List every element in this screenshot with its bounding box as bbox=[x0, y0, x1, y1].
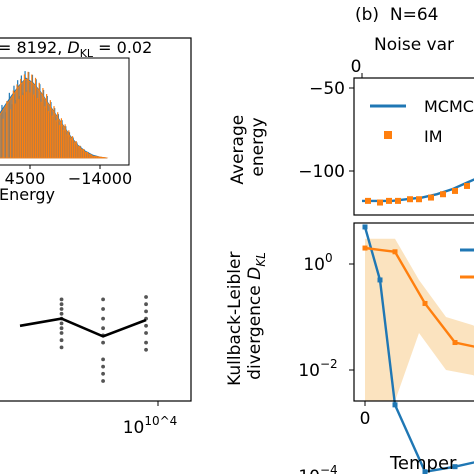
left-panel: 1010^4 = 8192, DKL = 0.02 4500 −14000 En… bbox=[0, 37, 192, 438]
ylabel-line: energy bbox=[248, 117, 268, 176]
energy-legend: MCMC IM bbox=[370, 97, 474, 146]
im-marker bbox=[452, 187, 458, 194]
left-plot-frame bbox=[0, 37, 192, 402]
run-dot bbox=[59, 345, 64, 350]
im-marker bbox=[395, 197, 401, 204]
left-dots bbox=[59, 295, 148, 383]
kl-ytick-label: 10−4 bbox=[298, 463, 337, 474]
run-dot bbox=[59, 297, 64, 302]
inset-xlabel: Energy bbox=[0, 185, 55, 204]
energy-ytick-label-2: −100 bbox=[298, 162, 345, 182]
im-marker bbox=[365, 197, 371, 204]
kl-panel: Kullback-Leibler divergence DKL 10010−21… bbox=[225, 222, 474, 474]
ylabel-dkl-sub: KL bbox=[254, 252, 268, 267]
ylabel-dkl: D bbox=[245, 267, 265, 280]
run-dot bbox=[59, 321, 64, 326]
run-dot bbox=[59, 338, 64, 343]
kl-plot-frame bbox=[353, 222, 474, 402]
kl-point bbox=[392, 402, 398, 408]
kl-ylabel: Kullback-Leibler divergence DKL bbox=[225, 246, 268, 386]
im-marker bbox=[440, 191, 446, 198]
inset-xtick-label-2: −14000 bbox=[68, 169, 132, 188]
kl-bands bbox=[365, 238, 474, 401]
kl-point bbox=[362, 245, 368, 251]
kl-point bbox=[422, 469, 428, 474]
top-axis-tick-label: 0 bbox=[351, 57, 362, 77]
run-dot bbox=[101, 379, 105, 383]
energy-ytick-label-1: −50 bbox=[309, 79, 345, 99]
kl-ytick-label: 100 bbox=[303, 251, 332, 275]
kl-point bbox=[392, 249, 398, 255]
left-xtick-label: 1010^4 bbox=[123, 414, 178, 438]
kl-series bbox=[362, 224, 474, 474]
kl-line-orange bbox=[364, 246, 474, 348]
run-dot bbox=[101, 357, 105, 362]
legend-im-label: IM bbox=[424, 127, 443, 146]
run-dot bbox=[101, 364, 105, 369]
inset-xtick-label-1: 4500 bbox=[5, 169, 46, 188]
panel-b-title: (b) N=64 bbox=[355, 5, 438, 25]
legend-im-marker bbox=[384, 131, 392, 139]
kl-xlabel: Temper bbox=[389, 453, 457, 474]
energy-ylabel: Average energy bbox=[228, 109, 268, 184]
inset-title: = 8192, DKL = 0.02 bbox=[0, 38, 152, 60]
run-dot bbox=[101, 340, 105, 345]
run-dot bbox=[59, 326, 64, 331]
im-marker bbox=[386, 197, 392, 204]
run-dot bbox=[101, 326, 105, 331]
im-marker bbox=[407, 196, 413, 203]
left-mean-line bbox=[19, 317, 147, 338]
run-dot bbox=[144, 340, 148, 345]
ylabel-line: divergence bbox=[245, 280, 265, 380]
kl-yticks: 100 10−2 10−4 bbox=[298, 251, 354, 474]
kl-point bbox=[422, 300, 428, 306]
kl-band-band_orange bbox=[365, 238, 474, 401]
run-dot bbox=[101, 316, 105, 321]
kl-point bbox=[362, 224, 368, 230]
energy-plot-frame bbox=[353, 77, 474, 216]
run-dot bbox=[144, 295, 148, 299]
kl-xtick-label: 0 bbox=[360, 409, 371, 429]
mcmc-line bbox=[362, 178, 474, 203]
run-dot bbox=[101, 297, 105, 302]
panel-b-subtitle: Noise var bbox=[374, 35, 454, 55]
im-marker bbox=[416, 196, 422, 203]
run-dot bbox=[101, 307, 105, 311]
run-dot bbox=[59, 302, 64, 307]
kl-point bbox=[452, 340, 458, 346]
run-dot bbox=[101, 371, 105, 376]
energy-panel: Average energy −50 −100 MCMC IM bbox=[228, 77, 474, 216]
run-dot bbox=[144, 331, 148, 335]
run-dot bbox=[144, 309, 148, 314]
legend-mcmc-label: MCMC bbox=[424, 97, 474, 116]
run-dot bbox=[59, 311, 64, 316]
kl-point bbox=[452, 464, 458, 470]
run-dot bbox=[59, 307, 64, 311]
im-marker bbox=[377, 199, 383, 206]
run-dot bbox=[59, 331, 64, 335]
im-marker bbox=[464, 182, 470, 189]
kl-ytick-label: 10−2 bbox=[298, 357, 337, 381]
energy-series bbox=[362, 178, 474, 206]
im-marker bbox=[428, 194, 434, 201]
run-dot bbox=[144, 302, 148, 307]
run-dot bbox=[144, 323, 148, 328]
kl-point bbox=[377, 277, 383, 283]
inset-histogram bbox=[0, 71, 109, 159]
run-dot bbox=[144, 347, 148, 352]
